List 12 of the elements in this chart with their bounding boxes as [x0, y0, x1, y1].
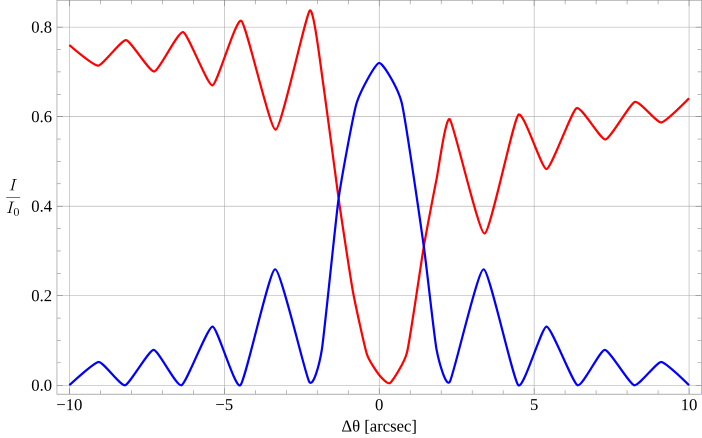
x-tick-label: 10: [682, 398, 697, 410]
x-tick-label: −5: [216, 398, 232, 410]
y-tick-label: 0.0: [32, 379, 52, 391]
y-tick-label: 0.2: [32, 290, 52, 302]
y-tick-label: 0.4: [32, 200, 52, 212]
y-tick-label: 0.6: [32, 110, 52, 122]
x-tick-label: −10: [57, 398, 82, 410]
x-axis-title: Δθ [arcsec]: [342, 420, 416, 434]
x-tick-label: 0: [376, 398, 383, 410]
y-axis-title: $\frac{I}{I_0}$: [6, 178, 20, 216]
y-tick-label: 0.8: [32, 21, 52, 33]
x-tick-label: 5: [530, 398, 538, 410]
